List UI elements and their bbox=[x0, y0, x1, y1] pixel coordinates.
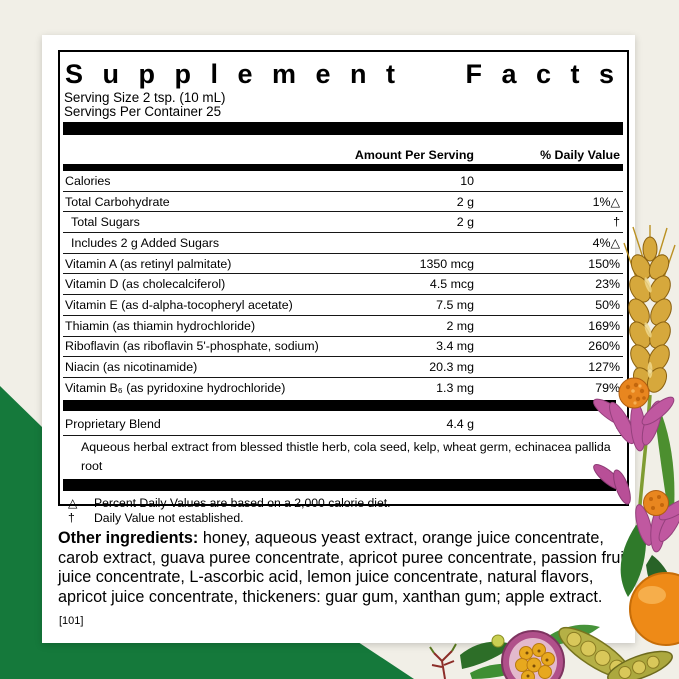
footnotes: △ Percent Daily Values are based on a 2,… bbox=[63, 496, 623, 527]
panel-title: Supplement Facts bbox=[65, 59, 623, 89]
proprietary-blend-description: Aqueous herbal extract from blessed this… bbox=[81, 439, 611, 473]
seed-pod-illustration bbox=[558, 626, 673, 679]
column-headers: Amount Per Serving % Daily Value bbox=[63, 146, 623, 162]
label-card: Supplement Facts Serving Size 2 tsp. (10… bbox=[42, 35, 635, 643]
divider-bar-thick bbox=[63, 478, 616, 491]
red-sprig-illustration bbox=[429, 643, 457, 679]
botanical-illustration bbox=[429, 225, 679, 679]
table-row: Calories 10 bbox=[65, 173, 474, 188]
other-ingredients-label: Other ingredients: bbox=[58, 529, 199, 547]
footnote-not-established: † Daily Value not established. bbox=[63, 511, 623, 527]
servings-per-container: Servings Per Container 25 bbox=[64, 103, 222, 119]
echinacea-flower-illustration bbox=[593, 377, 675, 452]
divider-bar-thick bbox=[63, 399, 616, 411]
passion-fruit-illustration bbox=[501, 630, 565, 679]
orange-fruit-illustration bbox=[629, 572, 679, 646]
other-ingredients: Other ingredients: honey, aqueous yeast … bbox=[58, 529, 631, 607]
serving-size: Serving Size 2 tsp. (10 mL) bbox=[64, 90, 226, 105]
table-row: Riboflavin (as riboflavin 5'-phosphate, … bbox=[63, 335, 623, 357]
column-header-daily-value: % Daily Value bbox=[540, 148, 620, 162]
table-row: Total Carbohydrate 2 g 1%△ bbox=[63, 190, 623, 212]
footnote-daily-values: △ Percent Daily Values are based on a 2,… bbox=[63, 496, 623, 512]
echinacea-petal-fragments bbox=[593, 464, 631, 505]
other-ingredients-text: honey, aqueous yeast extract, orange jui… bbox=[58, 529, 629, 606]
supplement-facts-panel: Supplement Facts Serving Size 2 tsp. (10… bbox=[58, 50, 629, 525]
table-row: Niacin (as nicotinamide) 20.3 mg 127% bbox=[63, 356, 623, 377]
table-row: Thiamin (as thiamin hydrochloride) 2 mg … bbox=[63, 314, 623, 336]
table-row: Total Sugars 2 g † bbox=[63, 211, 623, 232]
divider-bar-thick bbox=[63, 122, 623, 135]
column-header-amount: Amount Per Serving bbox=[354, 148, 474, 162]
dagger-symbol: † bbox=[68, 511, 75, 526]
table-row: Vitamin B₆ (as pyridoxine hydrochloride)… bbox=[63, 376, 623, 398]
item-code: [101] bbox=[59, 615, 84, 627]
wheat-illustration bbox=[623, 225, 676, 531]
table-row: Vitamin D (as cholecalciferol) 4.5 mcg 2… bbox=[63, 273, 623, 294]
divider-bar-medium bbox=[63, 164, 623, 171]
triangle-symbol: △ bbox=[68, 495, 78, 510]
table-row: Vitamin A (as retinyl palmitate) 1350 mc… bbox=[63, 252, 623, 274]
echinacea-flower-illustration-2 bbox=[635, 490, 679, 553]
table-row: Vitamin E (as d-alpha-tocopheryl acetate… bbox=[63, 294, 623, 315]
table-row: Includes 2 g Added Sugars 4%△ bbox=[63, 232, 623, 253]
